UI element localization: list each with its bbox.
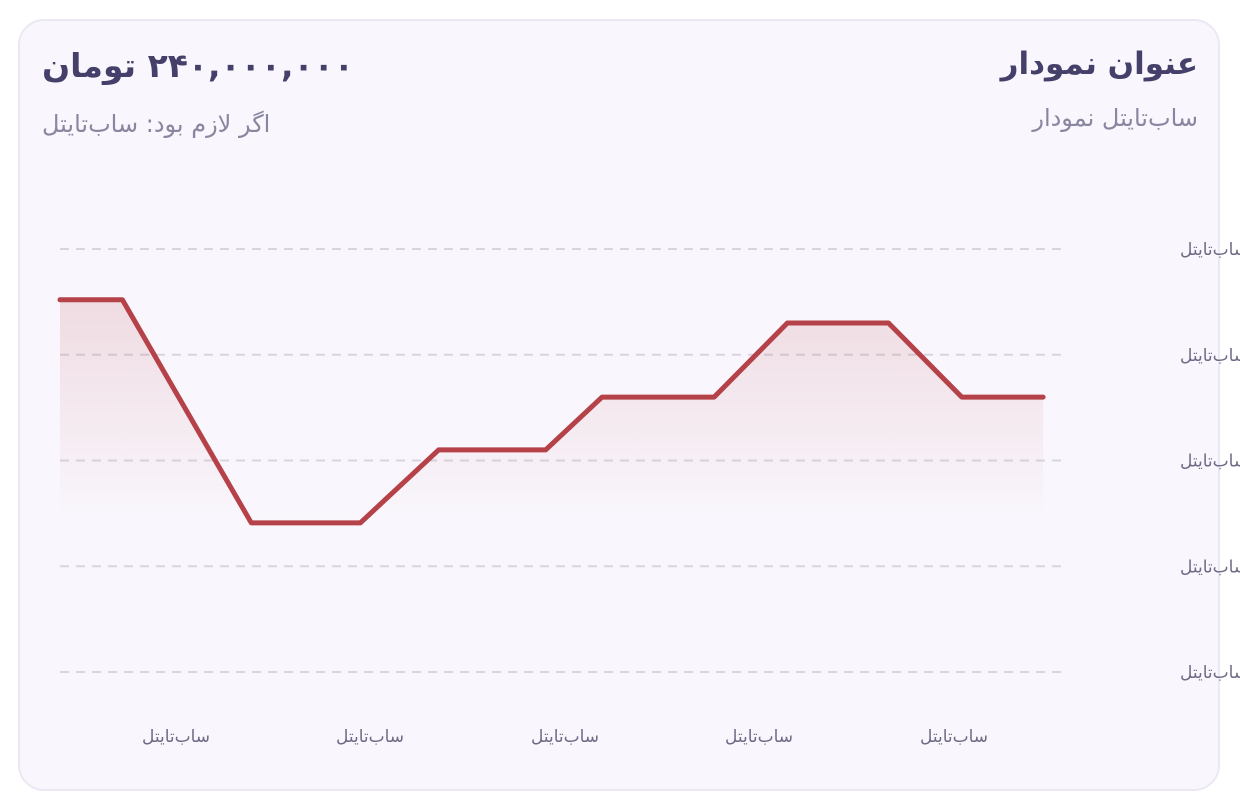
chart-subtitle: ساب‌تایتل نمودار (1032, 104, 1198, 132)
y-tick-label: ساب‌تایتل (1180, 452, 1240, 472)
y-tick-label: ساب‌تایتل (1180, 240, 1240, 260)
y-tick-label: ساب‌تایتل (1180, 346, 1240, 366)
amount-note: اگر لازم بود: ساب‌تایتل (42, 110, 271, 138)
series-area (60, 299, 1044, 523)
y-tick-label: ساب‌تایتل (1180, 557, 1240, 577)
x-axis-labels: ساب‌تایتل ساب‌تایتل ساب‌تایتل ساب‌تایتل ساب‌… (142, 727, 988, 747)
x-tick-label: ساب‌تایتل (920, 727, 988, 747)
x-tick-label: ساب‌تایتل (336, 727, 404, 747)
area-fill-group (60, 299, 1044, 523)
y-axis-labels: ساب‌تایتل ساب‌تایتل ساب‌تایتل ساب‌تایتل ساب‌… (1180, 240, 1240, 683)
series-line (57, 297, 1046, 526)
chart-title: عنوان نمودار (1000, 46, 1198, 82)
y-tick-label: ساب‌تایتل (1180, 663, 1240, 683)
x-tick-label: ساب‌تایتل (725, 727, 793, 747)
x-tick-label: ساب‌تایتل (142, 727, 210, 747)
x-tick-label: ساب‌تایتل (531, 727, 599, 747)
series-line-group (57, 297, 1046, 526)
total-amount: ۲۴۰,۰۰۰,۰۰۰ تومان (42, 46, 354, 85)
